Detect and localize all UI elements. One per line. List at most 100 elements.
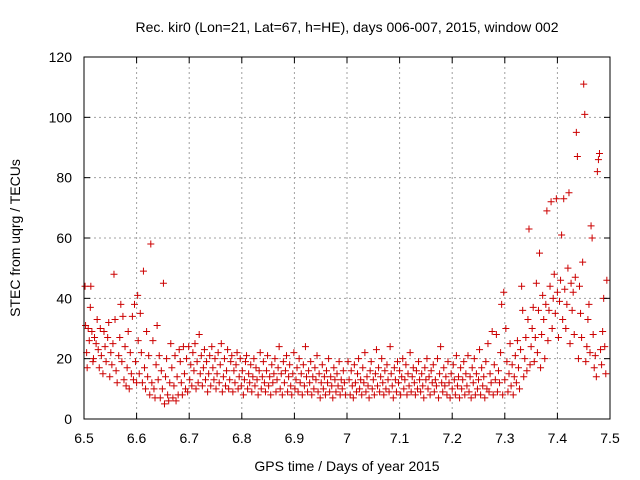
data-point [510, 373, 518, 381]
data-point [197, 352, 205, 360]
data-point [389, 394, 397, 402]
y-tick-label: 80 [56, 170, 72, 186]
data-point [588, 234, 596, 242]
data-point [285, 373, 293, 381]
data-point [327, 373, 335, 381]
data-point [305, 367, 313, 375]
data-point [525, 225, 533, 233]
data-point [274, 364, 282, 372]
data-point [536, 249, 544, 257]
data-point [136, 309, 144, 317]
data-point [575, 282, 583, 290]
data-point [169, 394, 177, 402]
data-point [311, 364, 319, 372]
data-point [134, 337, 142, 345]
data-point [427, 367, 435, 375]
data-point [438, 379, 446, 387]
x-axis-label: GPS time / Days of year 2015 [254, 458, 439, 474]
data-point [293, 364, 301, 372]
data-point [562, 325, 570, 332]
data-point [380, 391, 388, 399]
data-point [473, 385, 481, 393]
data-point [470, 355, 478, 363]
data-point [275, 343, 283, 351]
data-point [598, 361, 606, 369]
data-point [207, 382, 215, 390]
data-point [451, 391, 459, 399]
data-point [84, 325, 92, 332]
data-point [172, 397, 180, 405]
data-point [501, 376, 509, 384]
data-point [506, 340, 514, 348]
data-point [238, 367, 246, 375]
data-point [314, 388, 322, 396]
data-point [150, 385, 158, 393]
data-point [89, 355, 97, 363]
data-point [599, 328, 607, 336]
data-point [108, 361, 116, 369]
data-point [149, 337, 157, 345]
data-point [153, 321, 161, 329]
data-point [379, 379, 387, 387]
data-point [494, 367, 502, 375]
data-point [371, 370, 379, 378]
data-point [235, 373, 243, 381]
data-point [273, 376, 281, 384]
data-point [159, 279, 167, 287]
data-point [566, 340, 574, 348]
data-point [229, 388, 237, 396]
data-point [100, 328, 108, 336]
data-point [485, 388, 493, 396]
data-point [287, 382, 295, 390]
data-point [481, 394, 489, 402]
data-point [120, 376, 128, 384]
data-point [284, 388, 292, 396]
data-point [416, 376, 424, 384]
data-point [601, 343, 609, 351]
data-point [105, 318, 113, 326]
data-point [221, 382, 229, 390]
data-point [448, 385, 456, 393]
y-tick-label: 100 [49, 109, 73, 125]
data-point [93, 315, 101, 323]
data-point [425, 373, 433, 381]
data-point [178, 391, 186, 399]
data-point [289, 370, 297, 378]
data-point [129, 376, 137, 384]
data-point [318, 361, 326, 369]
data-point [216, 361, 224, 369]
data-point [217, 340, 225, 348]
data-point [199, 364, 207, 372]
data-point [429, 361, 437, 369]
data-point [332, 388, 340, 396]
data-point [403, 391, 411, 399]
data-point [313, 352, 321, 360]
data-point [498, 300, 506, 308]
data-point [528, 325, 536, 332]
data-point [124, 328, 132, 336]
data-point [258, 373, 266, 381]
data-point [280, 379, 288, 387]
data-point [256, 349, 264, 357]
data-point [491, 376, 499, 384]
data-point [233, 349, 241, 357]
data-point [482, 358, 490, 366]
data-point [580, 80, 588, 88]
data-point [374, 382, 382, 390]
data-point [171, 352, 179, 360]
data-point [455, 373, 463, 381]
data-point [246, 379, 254, 387]
data-point [497, 349, 505, 357]
data-point [538, 331, 546, 339]
data-point [516, 385, 524, 393]
data-point [294, 388, 302, 396]
y-axis-label: STEC from uqrg / TECUs [7, 159, 23, 317]
data-point [239, 391, 247, 399]
data-point [204, 388, 212, 396]
data-point [312, 376, 320, 384]
data-point [268, 361, 276, 369]
data-point [348, 382, 356, 390]
data-point [123, 364, 131, 372]
data-point [399, 355, 407, 363]
data-point [154, 376, 162, 384]
